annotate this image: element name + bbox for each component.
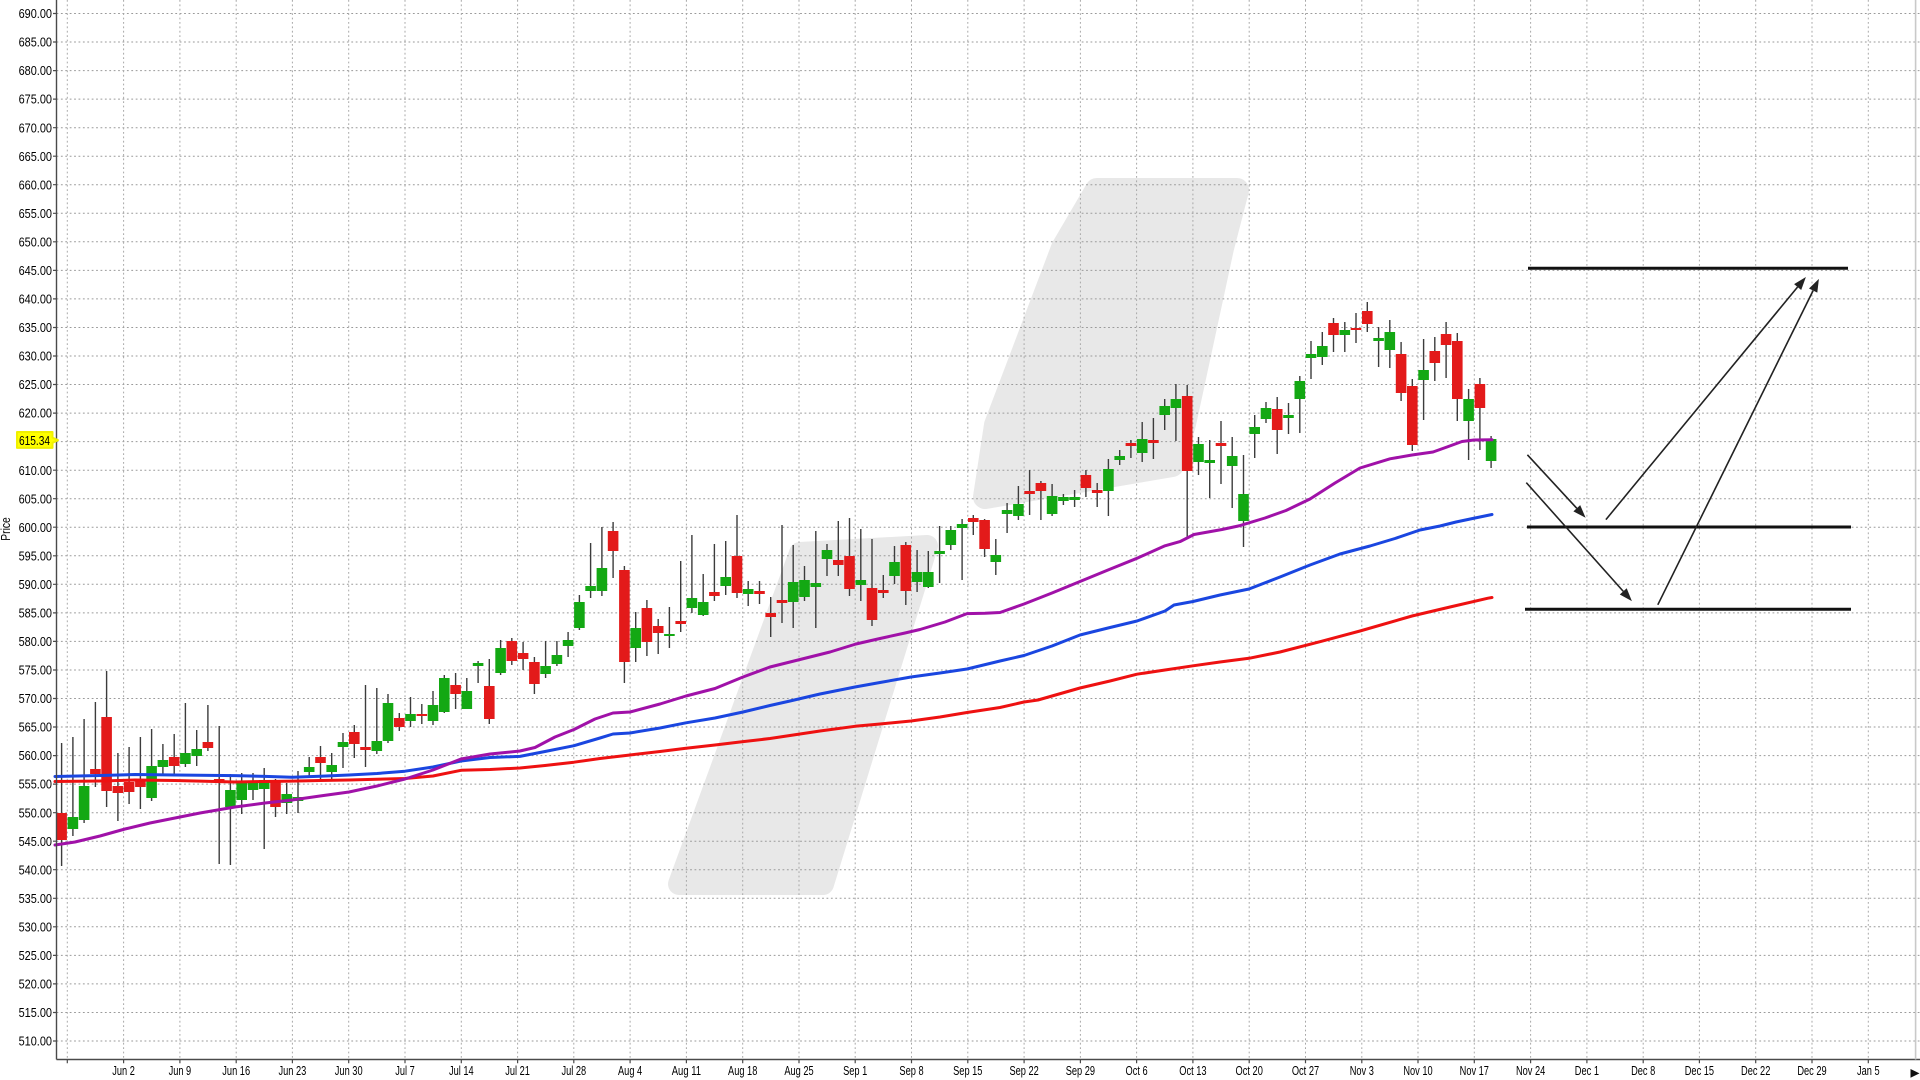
svg-text:675.00: 675.00 (19, 93, 52, 107)
svg-text:605.00: 605.00 (19, 492, 52, 506)
svg-text:590.00: 590.00 (19, 578, 52, 592)
svg-text:Sep 1: Sep 1 (843, 1064, 867, 1078)
svg-text:615.34: 615.34 (19, 434, 50, 448)
svg-text:570.00: 570.00 (19, 692, 52, 706)
svg-text:510.00: 510.00 (19, 1035, 52, 1049)
svg-text:Sep 8: Sep 8 (899, 1064, 923, 1078)
svg-text:Sep 29: Sep 29 (1066, 1064, 1095, 1078)
svg-text:Dec 15: Dec 15 (1685, 1064, 1714, 1078)
svg-text:Nov 24: Nov 24 (1516, 1064, 1545, 1078)
svg-text:670.00: 670.00 (19, 121, 52, 135)
svg-text:Jun 23: Jun 23 (279, 1064, 307, 1078)
svg-text:535.00: 535.00 (19, 892, 52, 906)
svg-text:Aug 25: Aug 25 (784, 1064, 813, 1078)
svg-text:Dec 8: Dec 8 (1631, 1064, 1655, 1078)
svg-text:685.00: 685.00 (19, 36, 52, 50)
svg-text:Jun 30: Jun 30 (335, 1064, 363, 1078)
svg-text:Jul 28: Jul 28 (561, 1064, 586, 1078)
svg-text:600.00: 600.00 (19, 521, 52, 535)
svg-text:555.00: 555.00 (19, 778, 52, 792)
svg-text:650.00: 650.00 (19, 235, 52, 249)
svg-text:Aug 4: Aug 4 (618, 1064, 642, 1078)
svg-text:665.00: 665.00 (19, 150, 52, 164)
svg-text:560.00: 560.00 (19, 749, 52, 763)
svg-text:Aug 11: Aug 11 (672, 1064, 701, 1078)
svg-text:645.00: 645.00 (19, 264, 52, 278)
svg-text:Jul 14: Jul 14 (449, 1064, 474, 1078)
svg-text:Sep 15: Sep 15 (953, 1064, 982, 1078)
svg-text:545.00: 545.00 (19, 835, 52, 849)
svg-text:625.00: 625.00 (19, 378, 52, 392)
svg-text:630.00: 630.00 (19, 350, 52, 364)
svg-text:610.00: 610.00 (19, 464, 52, 478)
svg-text:Nov 17: Nov 17 (1460, 1064, 1489, 1078)
svg-text:530.00: 530.00 (19, 920, 52, 934)
svg-text:Dec 29: Dec 29 (1797, 1064, 1826, 1078)
svg-text:520.00: 520.00 (19, 978, 52, 992)
svg-text:515.00: 515.00 (19, 1006, 52, 1020)
svg-text:525.00: 525.00 (19, 949, 52, 963)
svg-text:Jul 7: Jul 7 (395, 1064, 415, 1078)
svg-text:Dec 1: Dec 1 (1575, 1064, 1599, 1078)
svg-text:Jan 5: Jan 5 (1857, 1064, 1880, 1078)
svg-text:690.00: 690.00 (19, 7, 52, 21)
svg-text:Nov 3: Nov 3 (1350, 1064, 1374, 1078)
svg-text:635.00: 635.00 (19, 321, 52, 335)
svg-text:Jun 9: Jun 9 (169, 1064, 192, 1078)
svg-text:Aug 18: Aug 18 (728, 1064, 757, 1078)
svg-text:Oct 27: Oct 27 (1292, 1064, 1319, 1078)
svg-text:640.00: 640.00 (19, 293, 52, 307)
svg-text:620.00: 620.00 (19, 407, 52, 421)
svg-text:Dec 22: Dec 22 (1741, 1064, 1770, 1078)
svg-text:540.00: 540.00 (19, 863, 52, 877)
svg-text:595.00: 595.00 (19, 549, 52, 563)
svg-text:Sep 22: Sep 22 (1009, 1064, 1038, 1078)
svg-text:Jun 16: Jun 16 (222, 1064, 250, 1078)
svg-text:Jun 2: Jun 2 (112, 1064, 135, 1078)
svg-text:580.00: 580.00 (19, 635, 52, 649)
svg-text:Oct 13: Oct 13 (1179, 1064, 1206, 1078)
svg-text:565.00: 565.00 (19, 721, 52, 735)
svg-text:Nov 10: Nov 10 (1403, 1064, 1432, 1078)
svg-text:575.00: 575.00 (19, 664, 52, 678)
svg-text:Jul 21: Jul 21 (505, 1064, 530, 1078)
svg-text:655.00: 655.00 (19, 207, 52, 221)
svg-text:Oct 6: Oct 6 (1126, 1064, 1148, 1078)
svg-text:585.00: 585.00 (19, 607, 52, 621)
svg-text:Oct 20: Oct 20 (1236, 1064, 1263, 1078)
svg-text:660.00: 660.00 (19, 178, 52, 192)
svg-text:550.00: 550.00 (19, 806, 52, 820)
svg-text:Price: Price (0, 517, 13, 540)
svg-text:680.00: 680.00 (19, 64, 52, 78)
